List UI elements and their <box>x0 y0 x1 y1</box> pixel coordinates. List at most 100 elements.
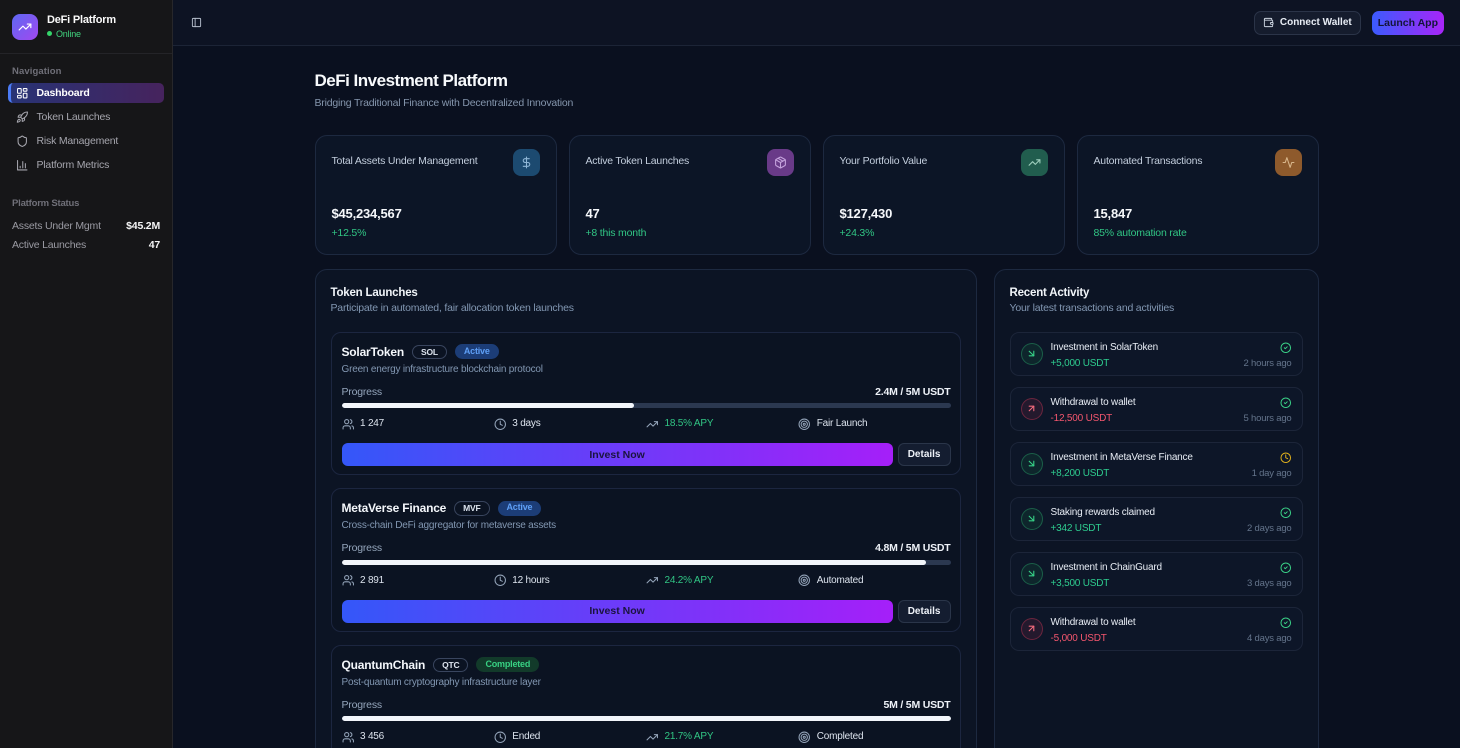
token-participants-value: 2 891 <box>360 574 385 586</box>
token-time-left-value: Ended <box>512 731 541 743</box>
details-button[interactable]: Details <box>897 443 951 467</box>
token-launch-type: Fair Launch <box>798 416 950 431</box>
arrow-down-right-icon <box>1020 562 1043 585</box>
stat-card: Automated Transactions 15,847 85% automa… <box>1076 134 1319 255</box>
stat-card: Your Portfolio Value $127,430 +24.3% <box>822 134 1065 255</box>
arrow-down-right-icon <box>1020 507 1043 530</box>
activity-title: Staking rewards claimed <box>1050 506 1156 518</box>
progress-bar <box>341 559 951 565</box>
token-apy-value: 24.2% APY <box>664 574 714 586</box>
progress-value: 4.8M / 5M USDT <box>875 542 951 555</box>
token-symbol-badge: QTC <box>433 657 469 673</box>
dollar-icon-badge <box>512 148 540 176</box>
trending-up-icon <box>646 574 659 587</box>
token-apy-value: 18.5% APY <box>664 418 714 430</box>
activity-icon-badge <box>1274 148 1302 176</box>
activity-title: Withdrawal to wallet <box>1050 616 1136 628</box>
platform-status-row: Assets Under Mgmt $45.2M <box>12 219 160 233</box>
trending-icon-badge <box>1020 148 1048 176</box>
activity-time: 5 hours ago <box>1243 413 1292 425</box>
token-launches-panel: Token Launches Participate in automated,… <box>314 268 977 748</box>
status-row-label: Assets Under Mgmt <box>12 220 101 232</box>
activity-amount: -12,500 USDT <box>1050 412 1113 424</box>
package-icon <box>774 156 786 168</box>
package-icon-badge <box>766 148 794 176</box>
token-participants: 2 891 <box>342 573 494 588</box>
sidebar: DeFi Platform Online Navigation Dashboar… <box>0 0 173 748</box>
progress-bar-fill <box>341 403 634 409</box>
progress-value: 5M / 5M USDT <box>883 698 951 711</box>
online-dot-icon <box>47 31 52 37</box>
recent-activity-panel: Recent Activity Your latest transactions… <box>993 268 1319 748</box>
invest-now-button[interactable]: Invest Now <box>341 443 893 467</box>
activity-item: Investment in ChainGuard +3,500 USDT 3 d… <box>1009 551 1303 596</box>
token-time-left: Ended <box>494 729 646 744</box>
topbar: Connect Wallet Launch App <box>173 0 1460 46</box>
activity-item: Staking rewards claimed +342 USDT 2 days… <box>1009 496 1303 541</box>
token-participants: 1 247 <box>342 416 494 431</box>
invest-now-button[interactable]: Invest Now <box>341 599 893 623</box>
token-launch-type-value: Automated <box>816 574 864 586</box>
completed-check-icon <box>1280 507 1292 519</box>
sidebar-header: DeFi Platform Online <box>0 0 172 54</box>
activity-item: Withdrawal to wallet -5,000 USDT 4 days … <box>1009 606 1303 651</box>
pending-clock-icon <box>1280 452 1292 464</box>
token-launch-type: Completed <box>798 729 950 744</box>
target-icon <box>798 731 811 744</box>
stat-card-title: Your Portfolio Value <box>839 154 928 167</box>
launch-app-button[interactable]: Launch App <box>1371 10 1444 35</box>
trending-up-icon <box>646 731 659 744</box>
page-title: DeFi Investment Platform <box>314 71 509 90</box>
sidebar-item-dashboard[interactable]: Dashboard <box>8 83 164 103</box>
status-row-value: $45.2M <box>126 220 160 232</box>
activity-item: Withdrawal to wallet -12,500 USDT 5 hour… <box>1009 386 1303 431</box>
activity-time: 1 day ago <box>1251 468 1292 480</box>
stat-card-change: +8 this month <box>585 226 647 239</box>
clock-icon <box>494 574 507 587</box>
sidebar-toggle-button[interactable] <box>191 17 202 28</box>
sidebar-item-platform-metrics[interactable]: Platform Metrics <box>8 155 164 175</box>
activity-title: Withdrawal to wallet <box>1050 396 1136 408</box>
details-button[interactable]: Details <box>897 599 951 623</box>
nav-item-label: Risk Management <box>36 135 119 147</box>
stat-card-change: +24.3% <box>839 226 875 239</box>
token-apy: 21.7% APY <box>646 729 798 744</box>
platform-status-label: Platform Status <box>12 198 80 209</box>
app-status-label: Online <box>56 28 81 39</box>
sidebar-item-risk-management[interactable]: Risk Management <box>8 131 164 151</box>
connect-wallet-button[interactable]: Connect Wallet <box>1253 10 1361 35</box>
progress-bar <box>341 716 951 722</box>
token-symbol-badge: MVF <box>454 501 490 516</box>
stat-card-title: Active Token Launches <box>585 154 690 167</box>
stats-grid: Total Assets Under Management $45,234,56… <box>314 134 1319 255</box>
nav-section-label: Navigation <box>12 66 62 77</box>
activity-title: Investment in MetaVerse Finance <box>1050 451 1193 463</box>
users-icon <box>342 731 355 744</box>
stat-card-value: 15,847 <box>1093 205 1133 221</box>
sidebar-item-token-launches[interactable]: Token Launches <box>8 107 164 127</box>
token-time-left-value: 3 days <box>512 418 541 430</box>
users-icon <box>342 574 355 587</box>
completed-check-icon <box>1280 342 1292 354</box>
token-description: Post-quantum cryptography infrastructure… <box>341 676 541 688</box>
token-launch-card: QuantumChain QTC Completed Post-quantum … <box>330 644 961 748</box>
recent-activity-title: Recent Activity <box>1009 286 1090 299</box>
token-status-badge: Active <box>454 344 499 360</box>
app-status: Online <box>47 29 116 39</box>
activity-amount: -5,000 USDT <box>1050 632 1107 644</box>
nav-item-label: Token Launches <box>36 111 111 123</box>
panel-left-icon <box>191 17 202 28</box>
chart-icon <box>16 159 29 172</box>
activity-title: Investment in ChainGuard <box>1050 561 1163 573</box>
progress-label: Progress <box>341 385 383 398</box>
platform-status-row: Active Launches 47 <box>12 238 160 252</box>
token-status-badge: Active <box>497 500 542 516</box>
status-row-label: Active Launches <box>12 239 87 251</box>
progress-bar-fill <box>341 716 951 722</box>
rocket-icon <box>16 111 29 124</box>
app-logo <box>12 13 38 40</box>
completed-check-icon <box>1280 397 1292 409</box>
stat-card-title: Total Assets Under Management <box>331 154 478 167</box>
connect-wallet-label: Connect Wallet <box>1279 17 1352 28</box>
stat-card-title: Automated Transactions <box>1093 154 1203 167</box>
